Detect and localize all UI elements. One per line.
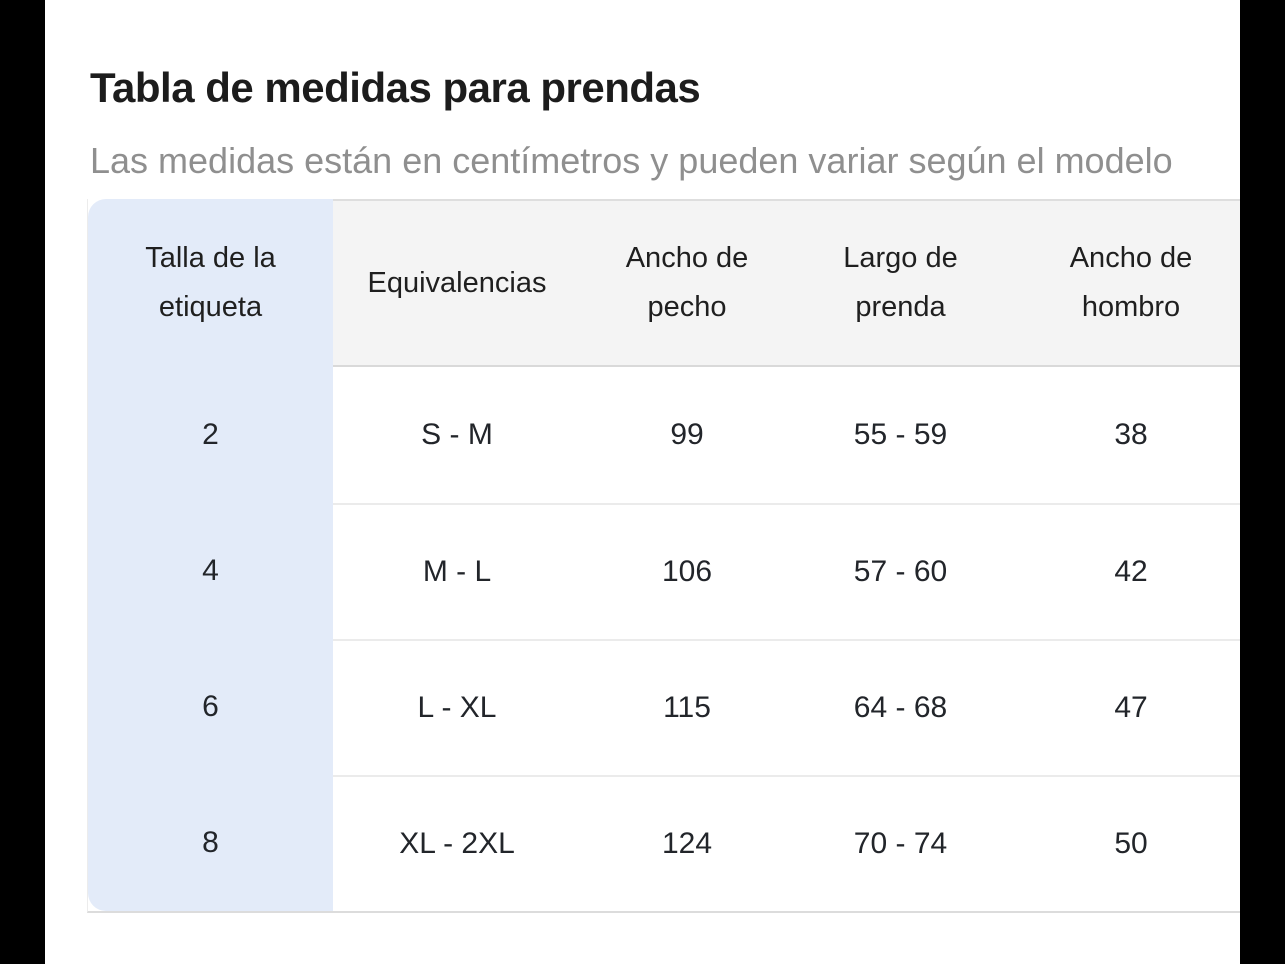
cell-ancho-pecho: 106 (581, 503, 793, 639)
cell-equivalencias: XL - 2XL (333, 775, 581, 911)
cell-largo-prenda: 70 - 74 (793, 775, 1008, 911)
cell-equivalencias: M - L (333, 503, 581, 639)
table-row: 4 M - L 106 57 - 60 42 (88, 503, 1254, 639)
column-header-ancho-hombro: Ancho de hombro (1008, 199, 1254, 367)
size-table[interactable]: Talla de la etiqueta Equivalencias Ancho… (87, 199, 1254, 913)
cell-equivalencias: S - M (421, 418, 493, 451)
cell-ancho-pecho: 99 (670, 418, 704, 451)
column-header-talla-etiqueta: Talla de la etiqueta (88, 199, 333, 367)
table-row: 8 XL - 2XL 124 70 - 74 50 (88, 775, 1254, 911)
cell-ancho-hombro: 42 (1008, 503, 1254, 639)
cell-ancho-hombro: 47 (1008, 639, 1254, 775)
cell-talla: 2 (88, 367, 333, 503)
column-header-largo-prenda: Largo de prenda (793, 199, 1008, 367)
cell-talla: 6 (88, 639, 333, 775)
size-table-header-row: Talla de la etiqueta Equivalencias Ancho… (88, 199, 1254, 367)
table-row: 6 L - XL 115 64 - 68 47 (88, 639, 1254, 775)
page-title: Tabla de medidas para prendas (90, 64, 701, 112)
cell-largo-prenda: 57 - 60 (793, 503, 1008, 639)
cell-equivalencias: L - XL (333, 639, 581, 775)
cell-ancho-pecho: 124 (581, 775, 793, 911)
left-black-bar (0, 0, 45, 964)
cell-ancho-hombro: 38 (1114, 418, 1148, 451)
cell-ancho-hombro: 50 (1008, 775, 1254, 911)
cell-ancho-pecho: 115 (581, 639, 793, 775)
column-header-ancho-pecho: Ancho de pecho (581, 199, 793, 367)
cell-talla: 8 (88, 775, 333, 911)
right-black-bar (1240, 0, 1285, 964)
table-row: 2 S - M 99 55 - 59 38 (88, 367, 1254, 503)
page-subtitle: Las medidas están en centímetros y puede… (90, 140, 1173, 181)
column-header-equivalencias: Equivalencias (333, 199, 581, 367)
cell-largo-prenda: 64 - 68 (793, 639, 1008, 775)
cell-largo-prenda: 55 - 59 (853, 418, 948, 451)
cell-talla: 4 (88, 503, 333, 639)
